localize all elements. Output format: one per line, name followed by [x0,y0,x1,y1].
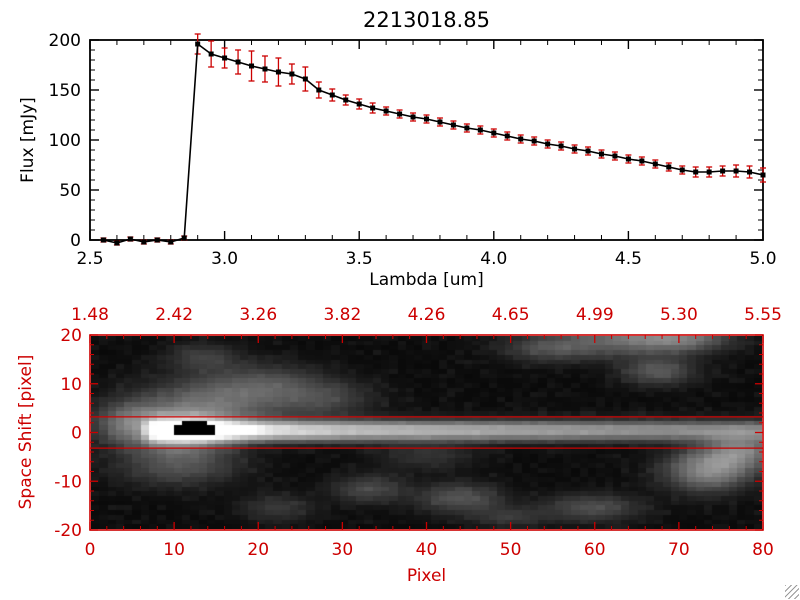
data-point-marker [558,143,564,149]
wavelength-label: 4.99 [576,305,614,325]
lambda-tick-label: 2.5 [76,249,103,269]
pixel-tick-label: 70 [668,540,690,560]
data-point-marker [289,71,295,77]
data-point-marker [249,63,255,69]
wavelength-label: 4.26 [408,305,446,325]
data-point-marker [491,130,497,136]
data-point-marker [531,138,537,144]
data-point-marker [141,239,147,245]
data-point-marker [275,69,281,75]
flux-tick-label: 0 [70,231,81,251]
data-point-marker [585,148,591,154]
wavelength-label: 5.55 [744,305,782,325]
data-point-marker [747,169,753,175]
data-point-marker [302,76,308,82]
wavelength-label: 3.82 [323,305,361,325]
pixel-tick-label: 60 [584,540,606,560]
pixel-tick-label: 10 [163,540,185,560]
data-point-marker [666,164,672,170]
window-resize-grip[interactable] [785,585,799,599]
lambda-tick-label: 5.0 [749,249,776,269]
data-point-marker [545,141,551,147]
space-tick-label: -10 [54,472,82,492]
plot-title: 2213018.85 [363,8,490,32]
data-point-marker [693,169,699,175]
data-point-marker [195,41,201,47]
data-point-marker [168,239,174,245]
data-point-marker [154,237,160,243]
lambda-tick-label: 3.0 [211,249,238,269]
data-point-marker [464,125,470,131]
pixel-axis-label: Pixel [406,566,447,586]
data-point-marker [706,169,712,175]
data-point-marker [114,240,120,246]
data-point-marker [679,167,685,173]
data-point-marker [720,168,726,174]
wavelength-label: 5.30 [660,305,698,325]
data-point-marker [100,237,106,243]
data-point-marker [572,146,578,152]
data-point-marker [397,111,403,117]
data-point-marker [477,127,483,133]
pixel-tick-label: 20 [247,540,269,560]
data-point-marker [383,108,389,114]
lambda-tick-label: 3.5 [346,249,373,269]
data-point-marker [518,136,524,142]
data-point-marker [262,66,268,72]
data-point-marker [450,122,456,128]
spectrum-line [103,43,764,244]
wavelength-label: 4.65 [492,305,530,325]
pixel-tick-label: 50 [500,540,522,560]
data-point-marker [612,153,618,159]
data-point-marker [181,235,187,241]
flux-tick-label: 50 [59,181,81,201]
data-point-marker [410,114,416,120]
data-point-marker [329,92,335,98]
lambda-tick-label: 4.0 [480,249,507,269]
pixel-tick-label: 30 [332,540,354,560]
wavelength-label: 3.26 [239,305,277,325]
space-tick-label: 0 [71,424,82,444]
data-point-marker [437,119,443,125]
lambda-tick-label: 4.5 [615,249,642,269]
flux-tick-label: 100 [49,131,81,151]
data-point-marker [598,151,604,157]
space-tick-label: 20 [60,326,82,346]
data-point-marker [208,51,214,57]
data-point-marker [424,116,429,122]
flux-tick-label: 150 [49,81,81,101]
pixel-tick-label: 40 [416,540,438,560]
pixel-tick-label: 0 [85,540,96,560]
data-point-marker [639,158,645,164]
space-tick-label: 10 [60,375,82,395]
data-point-marker [760,172,766,178]
space-tick-label: -20 [54,521,82,541]
data-point-marker [652,161,658,167]
spectral-trace-image [91,336,762,529]
bottom-plot-frame [89,334,764,531]
flux-tick-label: 200 [49,31,81,51]
data-point-marker [733,168,739,174]
data-point-marker [343,97,349,103]
wavelength-label: 1.48 [71,305,109,325]
data-point-marker [316,87,322,93]
data-point-marker [370,105,376,111]
wavelength-label: 2.42 [155,305,193,325]
data-point-marker [356,101,362,107]
data-point-marker [625,156,631,162]
data-point-marker [504,133,510,139]
data-point-marker [222,55,228,61]
pixel-tick-label: 80 [752,540,774,560]
data-point-marker [127,236,133,242]
lambda-axis-label: Lambda [um] [369,270,484,290]
data-point-marker [235,59,241,65]
